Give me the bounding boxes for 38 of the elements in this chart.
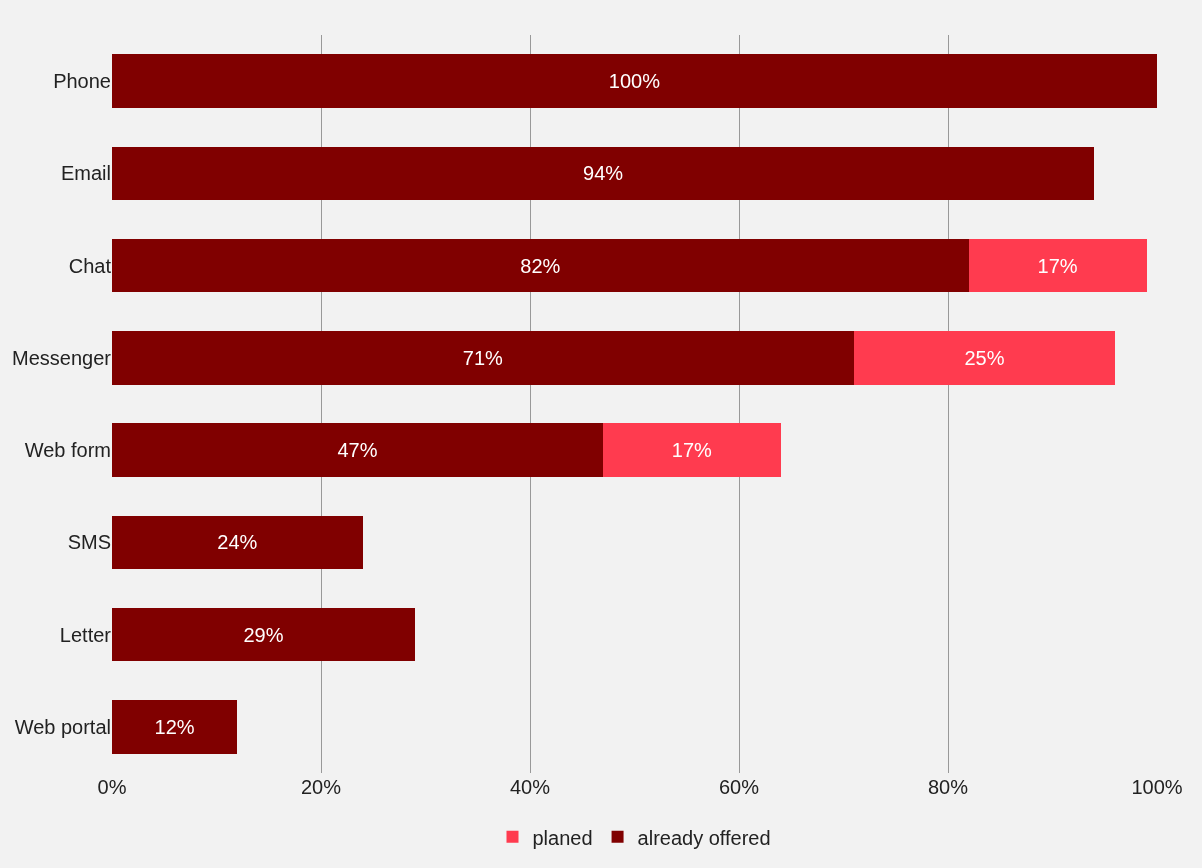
data-label: 47%: [337, 439, 378, 462]
x-tick-label: 60%: [718, 776, 760, 798]
bar: [112, 423, 604, 477]
bar: [112, 515, 363, 570]
bar: [853, 331, 1116, 385]
y-tick-label: Web form: [24, 439, 111, 462]
data-label: 100%: [608, 70, 661, 93]
y-tick-label: SMS: [67, 531, 111, 554]
data-label: 24%: [217, 531, 258, 554]
data-label: 17%: [1037, 254, 1078, 277]
x-tick-label: 0%: [97, 776, 127, 798]
bar: [112, 146, 1095, 201]
y-tick-label: Email: [60, 162, 111, 185]
x-tick-label: 80%: [927, 776, 969, 798]
x-tick-label: 20%: [300, 776, 342, 798]
bar: [112, 238, 969, 293]
legend-label: already offered: [637, 826, 771, 849]
bar: [112, 54, 1157, 108]
bar: [603, 423, 781, 477]
y-tick-label: Phone: [53, 70, 111, 93]
data-label: 25%: [964, 346, 1005, 369]
bar: [112, 607, 416, 662]
bar: [968, 238, 1147, 293]
bar: [112, 331, 854, 385]
data-label: 94%: [583, 162, 624, 185]
x-tick-label: 100%: [1131, 776, 1183, 798]
data-label: 71%: [462, 346, 504, 369]
legend-label: planed: [532, 826, 593, 849]
data-label: 17%: [671, 439, 713, 462]
bar: [112, 700, 238, 754]
y-tick-label: Letter: [59, 623, 112, 646]
x-tick-label: 40%: [509, 776, 551, 798]
data-label: 29%: [243, 623, 284, 646]
y-tick-label: Chat: [68, 254, 112, 277]
y-tick-label: Messenger: [12, 346, 112, 369]
data-label: 12%: [154, 715, 195, 738]
y-tick-label: Web portal: [14, 715, 111, 738]
data-label: 82%: [520, 254, 561, 277]
